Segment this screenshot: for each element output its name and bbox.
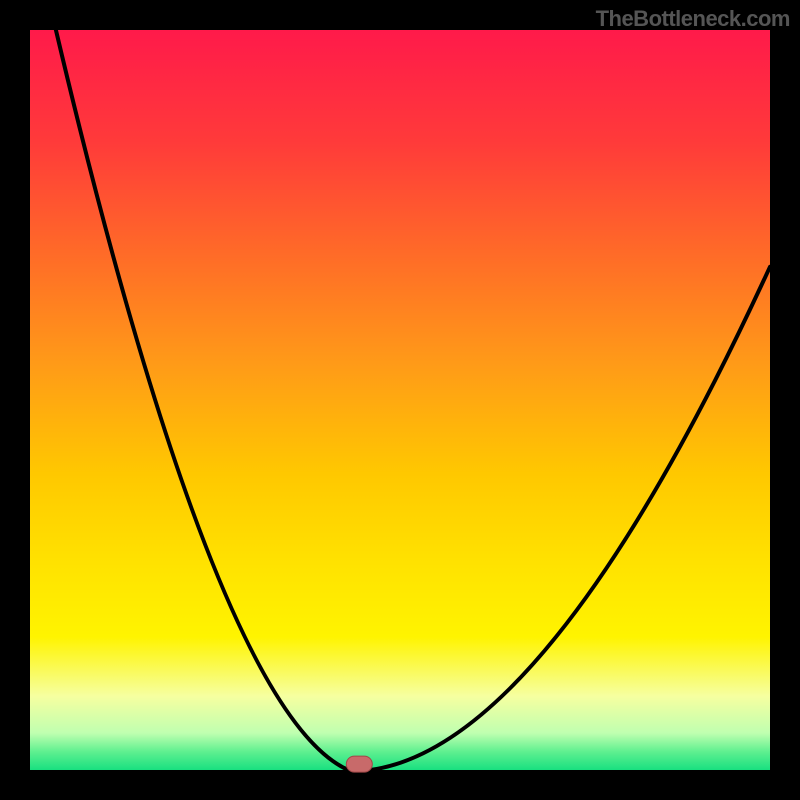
bottleneck-chart [0,0,800,800]
plot-background [30,30,770,770]
chart-container: TheBottleneck.com [0,0,800,800]
watermark-text: TheBottleneck.com [596,6,790,32]
optimum-marker [346,756,372,772]
